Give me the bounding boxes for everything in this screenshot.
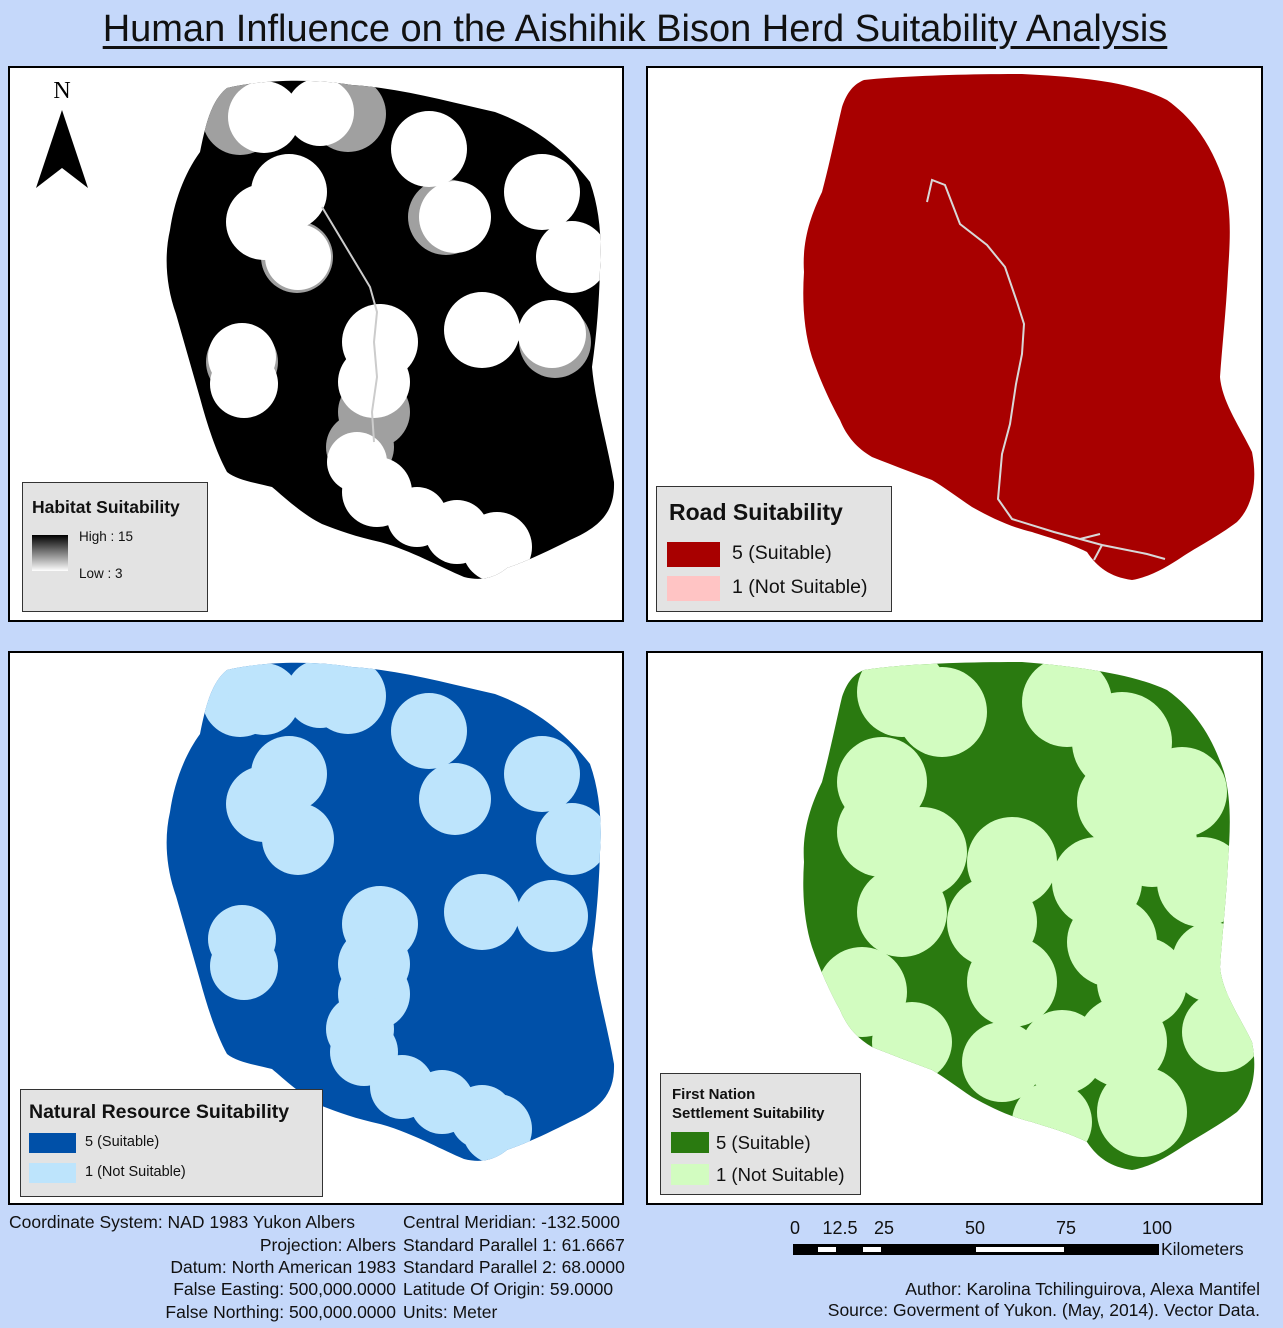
nr-swatch-not-suitable bbox=[29, 1163, 76, 1183]
road-swatch-not-suitable bbox=[667, 576, 720, 601]
standard-parallel-1: Standard Parallel 1: 61.6667 bbox=[403, 1235, 625, 1255]
north-label: N bbox=[53, 78, 70, 104]
standard-parallel-2: Standard Parallel 2: 68.0000 bbox=[403, 1257, 625, 1277]
scale-tick-100: 100 bbox=[1141, 1218, 1173, 1238]
road-legend-item-suitable: 5 (Suitable) bbox=[732, 542, 832, 564]
road-swatch-suitable bbox=[667, 542, 720, 567]
latitude-of-origin: Latitude Of Origin: 59.0000 bbox=[403, 1279, 614, 1299]
road-suitable-region bbox=[803, 74, 1255, 580]
nr-legend: Natural Resource Suitability 5 (Suitable… bbox=[20, 1089, 323, 1197]
scale-tick-50: 50 bbox=[964, 1218, 986, 1238]
nr-not-suitable-buffers bbox=[202, 662, 608, 1161]
natural-resource-map bbox=[166, 662, 615, 1161]
natural-resource-map-panel: Natural Resource Suitability 5 (Suitable… bbox=[8, 651, 624, 1205]
fn-swatch-not-suitable bbox=[671, 1164, 709, 1185]
road-legend-item-not-suitable: 1 (Not Suitable) bbox=[732, 576, 868, 598]
first-nation-map-panel: First Nation Settlement Suitability 5 (S… bbox=[646, 651, 1263, 1205]
coord-system: Coordinate System: NAD 1983 Yukon Albers bbox=[9, 1212, 355, 1232]
nr-swatch-suitable bbox=[29, 1133, 76, 1153]
road-legend-title: Road Suitability bbox=[669, 499, 843, 525]
scale-tick-75: 75 bbox=[1055, 1218, 1077, 1238]
habitat-legend-high: High : 15 bbox=[79, 529, 134, 544]
fn-legend: First Nation Settlement Suitability 5 (S… bbox=[660, 1073, 861, 1195]
author-credit: Author: Karolina Tchilinguirova, Alexa M… bbox=[905, 1279, 1260, 1299]
false-northing: False Northing: 500,000.0000 bbox=[165, 1302, 396, 1322]
habitat-legend-low: Low : 3 bbox=[79, 566, 123, 581]
road-map-panel: Road Suitability 5 (Suitable) 1 (Not Sui… bbox=[646, 66, 1263, 622]
habitat-legend-title: Habitat Suitability bbox=[32, 497, 180, 517]
source-credit: Source: Goverment of Yukon. (May, 2014).… bbox=[827, 1300, 1260, 1320]
projection: Projection: Albers bbox=[259, 1235, 396, 1255]
scale-unit: Kilometers bbox=[1161, 1239, 1244, 1259]
nr-legend-title: Natural Resource Suitability bbox=[29, 1101, 290, 1123]
fn-swatch-suitable bbox=[671, 1132, 709, 1153]
nr-legend-item-not-suitable: 1 (Not Suitable) bbox=[85, 1164, 186, 1180]
scale-tick-25: 25 bbox=[873, 1218, 895, 1238]
habitat-buffers bbox=[202, 80, 608, 579]
scale-bar-graphic bbox=[793, 1244, 1159, 1255]
road-legend: Road Suitability 5 (Suitable) 1 (Not Sui… bbox=[656, 486, 892, 612]
habitat-legend: Habitat Suitability High : 15 Low : 3 bbox=[22, 482, 208, 612]
fn-legend-item-suitable: 5 (Suitable) bbox=[716, 1132, 811, 1153]
datum: Datum: North American 1983 bbox=[170, 1257, 396, 1277]
scale-tick-12-5: 12.5 bbox=[822, 1218, 858, 1238]
habitat-road-line bbox=[321, 206, 379, 443]
first-nation-map bbox=[803, 662, 1255, 1170]
north-arrow-icon bbox=[36, 110, 88, 188]
road-line bbox=[926, 178, 1166, 561]
units: Units: Meter bbox=[403, 1302, 498, 1322]
road-map bbox=[803, 74, 1255, 580]
fn-not-suitable-buffers bbox=[817, 662, 1255, 1162]
fn-legend-item-not-suitable: 1 (Not Suitable) bbox=[716, 1164, 845, 1185]
habitat-map: N bbox=[36, 78, 615, 579]
habitat-gradient-swatch bbox=[32, 535, 68, 571]
central-meridian: Central Meridian: -132.5000 bbox=[403, 1212, 620, 1232]
habitat-map-panel: N Habitat Suitability High : 15 Low : 3 bbox=[8, 66, 624, 622]
fn-legend-title-line2: Settlement Suitability bbox=[672, 1105, 825, 1122]
scale-tick-0: 0 bbox=[789, 1218, 801, 1238]
false-easting: False Easting: 500,000.0000 bbox=[173, 1279, 396, 1299]
map-title: Human Influence on the Aishihik Bison He… bbox=[102, 8, 1168, 50]
fn-legend-title-line1: First Nation bbox=[672, 1086, 756, 1103]
nr-legend-item-suitable: 5 (Suitable) bbox=[85, 1134, 160, 1150]
